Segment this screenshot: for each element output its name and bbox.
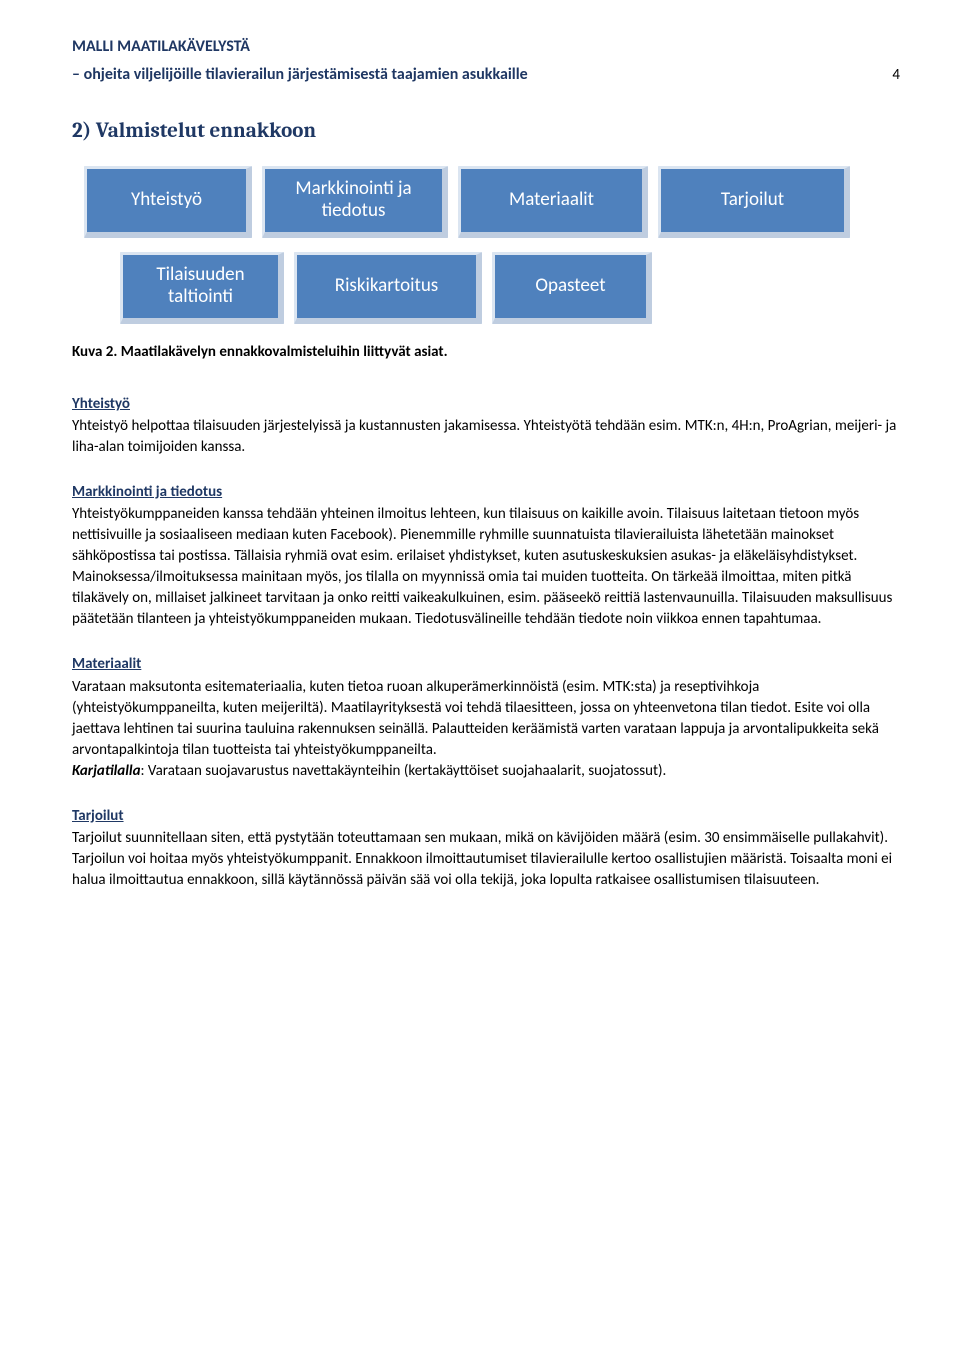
diagram-box-taltiointi: Tilaisuuden taltiointi <box>120 252 284 324</box>
subhead-tarjoilut: Tarjoilut <box>72 806 900 826</box>
figure-caption: Kuva 2. Maatilakävelyn ennakkovalmistelu… <box>72 342 900 362</box>
diagram: Yhteistyö Markkinointi ja tiedotus Mater… <box>84 166 900 324</box>
diagram-box-opasteet: Opasteet <box>492 252 652 324</box>
body-materiaalit-main: Varataan maksutonta esitemateriaalia, ku… <box>72 678 879 759</box>
subhead-yhteistyo: Yhteistyö <box>72 394 900 414</box>
subhead-markkinointi: Markkinointi ja tiedotus <box>72 482 900 502</box>
section-heading: 2) Valmistelut ennakkoon <box>72 117 900 145</box>
subhead-materiaalit: Materiaalit <box>72 654 900 674</box>
section-markkinointi: Markkinointi ja tiedotus Yhteistyökumppa… <box>72 482 900 630</box>
diagram-row-2: Tilaisuuden taltiointi Riskikartoitus Op… <box>120 252 900 324</box>
diagram-row-1: Yhteistyö Markkinointi ja tiedotus Mater… <box>84 166 900 238</box>
body-tarjoilut: Tarjoilut suunnitellaan siten, että pyst… <box>72 828 900 891</box>
diagram-box-yhteistyo: Yhteistyö <box>84 166 252 238</box>
doc-title: MALLI MAATILAKÄVELYSTÄ <box>72 36 900 58</box>
section-tarjoilut: Tarjoilut Tarjoilut suunnitellaan siten,… <box>72 806 900 891</box>
section-yhteistyo: Yhteistyö Yhteistyö helpottaa tilaisuude… <box>72 394 900 458</box>
diagram-box-markkinointi: Markkinointi ja tiedotus <box>262 166 448 238</box>
body-materiaalit: Varataan maksutonta esitemateriaalia, ku… <box>72 677 900 782</box>
diagram-box-tarjoilut: Tarjoilut <box>658 166 850 238</box>
body-markkinointi: Yhteistyökumppaneiden kanssa tehdään yht… <box>72 504 900 630</box>
doc-subtitle-row: – ohjeita viljelijöille tilavierailun jä… <box>72 64 900 86</box>
body-yhteistyo: Yhteistyö helpottaa tilaisuuden järjeste… <box>72 416 900 458</box>
page-number: 4 <box>892 65 900 85</box>
section-materiaalit: Materiaalit Varataan maksutonta esitemat… <box>72 654 900 781</box>
doc-subtitle: – ohjeita viljelijöille tilavierailun jä… <box>72 64 528 86</box>
karjatila-rest: : Varataan suojavarustus navettakäynteih… <box>141 762 667 780</box>
diagram-box-materiaalit: Materiaalit <box>458 166 648 238</box>
diagram-box-riskikartoitus: Riskikartoitus <box>294 252 482 324</box>
karjatila-label: Karjatilalla <box>72 762 141 780</box>
